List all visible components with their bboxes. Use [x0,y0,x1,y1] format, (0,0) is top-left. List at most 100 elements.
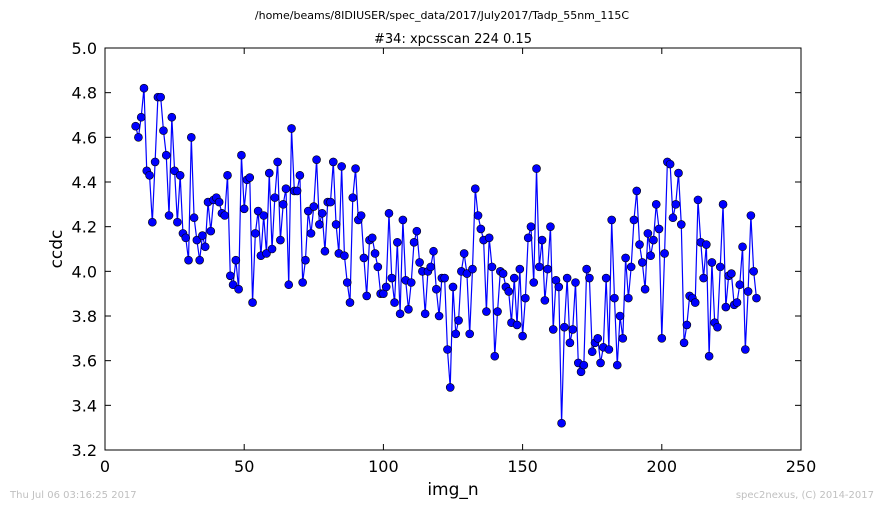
data-point [515,264,525,274]
data-point [309,202,319,211]
data-point [237,150,246,160]
data-point [404,304,413,314]
x-tick-label: 200 [647,457,678,476]
data-point [487,262,497,272]
data-point [448,282,458,292]
data-point [618,334,628,343]
y-tick-label: 3.6 [72,352,97,371]
data-point [206,226,216,236]
data-point [189,213,199,223]
data-point [521,293,530,303]
data-point [596,358,605,368]
data-point [493,307,502,316]
data-point [264,168,274,178]
data-point [654,224,664,234]
data-point [504,287,513,296]
data-point [192,235,202,245]
data-point [223,171,232,180]
data-point [161,150,171,160]
data-point [612,360,622,370]
data-point [136,112,146,122]
data-point [721,302,731,312]
data-point [426,262,436,272]
data-point [239,204,249,214]
y-tick-label: 4.0 [72,262,97,281]
data-point [292,186,302,196]
data-point [390,298,399,307]
data-point [278,200,288,209]
data-point [328,157,338,167]
y-tick-label: 4.6 [72,128,97,147]
data-point [326,197,335,207]
data-point [420,309,430,319]
data-point [665,159,675,169]
data-point [629,215,639,225]
data-point [251,229,260,238]
data-point [214,197,224,207]
data-point [727,269,736,278]
data-point [626,262,636,272]
data-point [245,173,255,182]
data-point [273,157,282,167]
data-point [702,240,711,249]
data-point [315,220,324,229]
data-point [604,345,614,354]
data-point [579,360,589,370]
data-point [295,171,305,180]
data-point [713,322,722,332]
data-point [345,298,355,307]
data-point [281,184,291,193]
data-point [537,235,547,245]
data-point [560,322,569,332]
data-point [571,278,580,287]
data-point [331,220,341,229]
data-point [198,231,207,240]
data-point [615,311,625,321]
chart-suptitle: /home/beams/8IDIUSER/spec_data/2017/July… [255,9,630,22]
chart-title: #34: xpcsscan 224 0.15 [374,32,532,47]
data-point [195,255,204,265]
data-point [752,293,761,303]
data-point [370,249,380,258]
data-point [704,351,714,361]
data-point [624,293,633,303]
data-point [668,213,678,223]
data-point [393,238,402,247]
y-tick-label: 3.2 [72,441,97,460]
data-point [184,255,193,265]
data-point [306,229,316,238]
data-point [415,258,424,267]
data-point [476,224,486,234]
data-point [610,293,619,303]
data-point [512,320,522,330]
data-point [248,298,257,307]
data-point [262,249,271,258]
data-point [526,222,536,231]
x-tick-label: 150 [507,457,538,476]
data-point [298,278,307,287]
data-point [367,233,377,243]
data-point [657,334,667,343]
y-axis-label: ccdc [47,230,67,269]
data-point [562,273,572,283]
data-point [362,291,372,301]
x-tick-label: 0 [100,457,110,476]
data-point [409,238,419,247]
y-tick-label: 4.8 [72,84,97,103]
data-point [565,338,575,348]
data-point [743,287,753,296]
data-point [543,264,552,274]
data-point [679,338,689,348]
data-point [131,121,140,131]
data-point [509,273,519,283]
data-point [518,331,527,341]
data-point [381,282,391,292]
data-point [676,220,686,229]
data-point [431,284,441,294]
data-point [159,126,168,135]
data-point [200,242,210,252]
data-point [145,171,154,180]
data-point [651,200,661,209]
data-point [741,345,750,354]
